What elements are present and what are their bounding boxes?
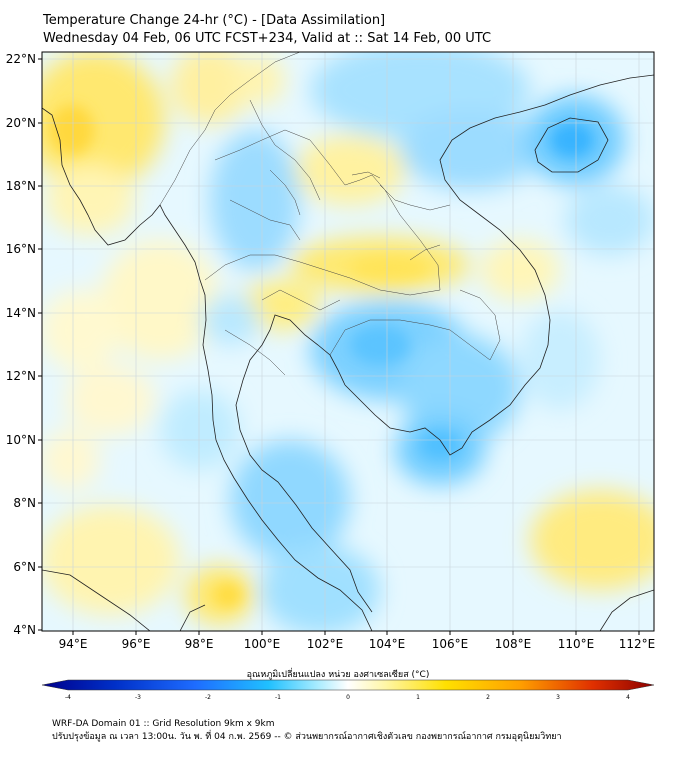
- lon-label: 112°E: [619, 637, 656, 651]
- lon-label: 100°E: [244, 637, 281, 651]
- colorbar-tick: 4: [626, 694, 630, 701]
- colorbar-tick: -3: [135, 694, 141, 701]
- chart-title: Temperature Change 24-hr (°C) - [Data As…: [43, 12, 491, 48]
- lat-label: 6°N: [13, 560, 36, 574]
- colorbar-ticks: -4 -3 -2 -1 0 1 2 3 4: [65, 694, 630, 701]
- colorbar-tick: -4: [65, 694, 71, 701]
- title-line-2: Wednesday 04 Feb, 06 UTC FCST+234, Valid…: [43, 31, 492, 46]
- lat-label: 4°N: [13, 623, 36, 637]
- lon-label: 108°E: [495, 637, 532, 651]
- footer: WRF-DA Domain 01 :: Grid Resolution 9km …: [52, 718, 562, 744]
- footer-line-2: ปรับปรุงข้อมูล ณ เวลา 13:00น. วัน พ. ที่…: [52, 732, 562, 742]
- lat-label: 20°N: [6, 116, 36, 130]
- lon-label: 106°E: [432, 637, 469, 651]
- map-frame: [41, 51, 655, 632]
- colorbar-tick: 1: [416, 694, 420, 701]
- colorbar-label: อุณหภูมิเปลี่ยนแปลง หน่วย องศาเซลเซียส (…: [246, 670, 430, 680]
- colorbar-ramp: [41, 679, 655, 691]
- lon-label: 98°E: [185, 637, 214, 651]
- colorbar-tick: -1: [275, 694, 281, 701]
- lat-label: 14°N: [6, 306, 36, 320]
- lon-label: 94°E: [59, 637, 88, 651]
- axis-ticks: [38, 58, 640, 635]
- colorbar: -4 -3 -2 -1 0 1 2 3 4: [41, 679, 655, 701]
- colorbar-tick: -2: [205, 694, 211, 701]
- lon-label: 110°E: [558, 637, 595, 651]
- lon-label: 102°E: [307, 637, 344, 651]
- temperature-field: [42, 52, 654, 631]
- latitude-labels: 22°N 20°N 18°N 16°N 14°N 12°N 10°N 8°N 6…: [6, 52, 36, 637]
- coastlines: [42, 74, 654, 631]
- lat-label: 16°N: [6, 242, 36, 256]
- lat-label: 22°N: [6, 52, 36, 66]
- lat-label: 12°N: [6, 369, 36, 383]
- colorbar-tick: 3: [556, 694, 560, 701]
- title-line-1: Temperature Change 24-hr (°C) - [Data As…: [43, 13, 386, 28]
- colorbar-tick: 2: [486, 694, 490, 701]
- lon-label: 96°E: [122, 637, 151, 651]
- footer-line-1: WRF-DA Domain 01 :: Grid Resolution 9km …: [52, 719, 275, 729]
- lon-label: 104°E: [369, 637, 406, 651]
- lat-label: 18°N: [6, 179, 36, 193]
- graticule: [42, 52, 654, 631]
- lat-label: 8°N: [13, 496, 36, 510]
- colorbar-tick: 0: [346, 694, 350, 701]
- lat-label: 10°N: [6, 433, 36, 447]
- longitude-labels: 94°E 96°E 98°E 100°E 102°E 104°E 106°E 1…: [59, 637, 656, 651]
- borders: [159, 52, 501, 376]
